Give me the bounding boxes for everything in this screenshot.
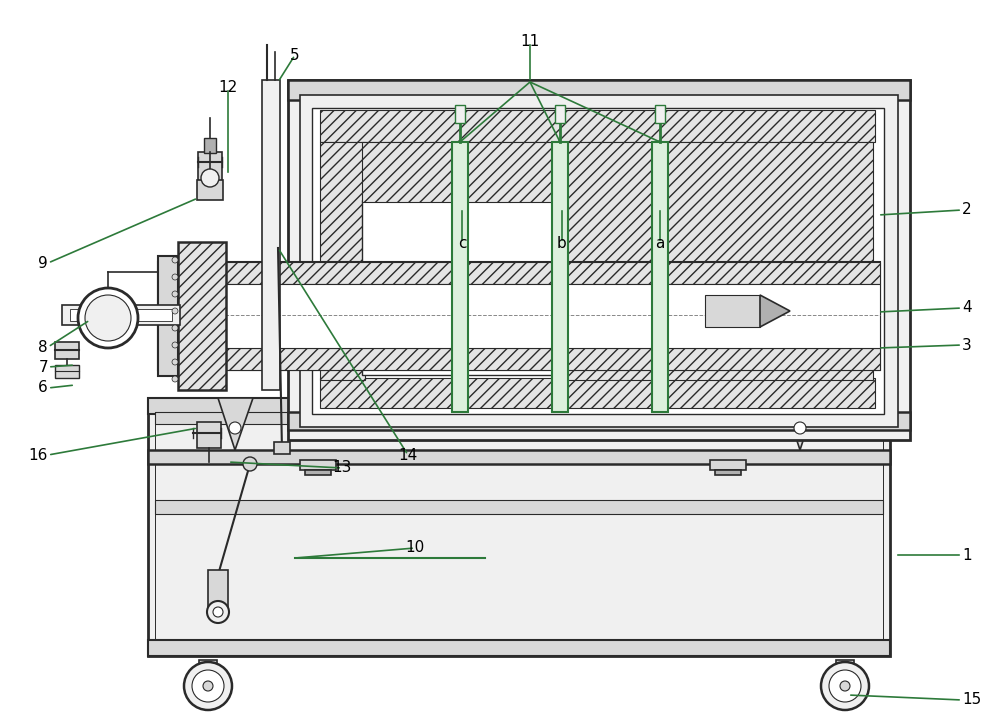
Text: 16: 16	[29, 448, 48, 462]
Bar	[300, 460, 336, 470]
Bar	[199, 660, 217, 668]
Circle shape	[794, 422, 806, 434]
Polygon shape	[783, 398, 817, 450]
Text: 3: 3	[962, 338, 972, 352]
Text: 5: 5	[290, 47, 300, 63]
Bar	[452, 142, 468, 412]
Bar	[312, 108, 884, 414]
Bar	[715, 470, 741, 475]
Text: 13: 13	[332, 461, 352, 475]
Circle shape	[243, 457, 257, 471]
Bar	[710, 460, 746, 470]
Text: 1: 1	[962, 547, 972, 563]
Circle shape	[172, 308, 178, 314]
Bar	[178, 242, 226, 390]
Bar	[55, 365, 79, 378]
Circle shape	[172, 359, 178, 365]
Text: b: b	[557, 235, 567, 250]
Text: 10: 10	[405, 540, 425, 555]
Circle shape	[192, 670, 224, 702]
Bar	[148, 450, 890, 464]
Text: 15: 15	[962, 692, 981, 708]
Bar	[552, 142, 568, 412]
Bar	[558, 142, 873, 380]
Circle shape	[184, 662, 232, 710]
Text: 9: 9	[38, 256, 48, 271]
Bar	[204, 138, 216, 153]
Circle shape	[172, 376, 178, 382]
Bar	[262, 80, 280, 390]
Circle shape	[213, 607, 223, 617]
Text: 14: 14	[398, 448, 418, 462]
Bar	[305, 470, 331, 475]
Bar	[274, 442, 290, 454]
Bar	[148, 398, 890, 656]
Text: c: c	[458, 235, 466, 250]
Bar	[705, 295, 760, 327]
Text: 6: 6	[38, 381, 48, 395]
Circle shape	[172, 291, 178, 297]
Text: 12: 12	[218, 81, 238, 95]
Bar	[158, 348, 880, 370]
Circle shape	[207, 601, 229, 623]
Polygon shape	[218, 398, 253, 450]
Bar	[155, 412, 883, 424]
Text: 7: 7	[38, 360, 48, 374]
Bar	[70, 309, 172, 321]
Bar	[455, 105, 465, 123]
Bar	[288, 80, 910, 100]
Bar	[836, 660, 854, 668]
Circle shape	[172, 342, 178, 348]
Circle shape	[172, 325, 178, 331]
Bar	[555, 105, 565, 123]
Circle shape	[229, 422, 241, 434]
Bar	[655, 105, 665, 123]
Text: 2: 2	[962, 202, 972, 218]
Text: 11: 11	[520, 34, 540, 50]
Bar	[155, 500, 883, 514]
Bar	[148, 398, 890, 414]
Bar	[148, 640, 890, 656]
Bar	[158, 256, 178, 376]
Bar	[362, 142, 560, 202]
Bar	[288, 80, 910, 440]
Circle shape	[78, 288, 138, 348]
Bar	[197, 422, 221, 448]
Text: 8: 8	[38, 339, 48, 355]
Bar	[198, 152, 222, 182]
Circle shape	[840, 681, 850, 691]
Bar	[158, 262, 880, 284]
Bar	[208, 570, 228, 608]
Bar	[62, 305, 180, 325]
Text: 4: 4	[962, 301, 972, 315]
Text: a: a	[655, 235, 665, 250]
Bar	[158, 262, 880, 370]
Bar	[320, 142, 365, 380]
Bar	[652, 142, 668, 412]
Bar	[300, 95, 898, 427]
Bar	[197, 180, 223, 200]
Bar	[288, 412, 910, 430]
Bar	[178, 284, 880, 348]
Bar	[320, 110, 875, 142]
Bar	[320, 378, 875, 408]
Bar	[55, 342, 79, 359]
Bar	[362, 200, 562, 375]
Polygon shape	[760, 295, 790, 327]
Circle shape	[172, 274, 178, 280]
Circle shape	[203, 681, 213, 691]
Circle shape	[821, 662, 869, 710]
Circle shape	[829, 670, 861, 702]
Circle shape	[201, 169, 219, 187]
Circle shape	[85, 295, 131, 341]
Circle shape	[172, 257, 178, 263]
